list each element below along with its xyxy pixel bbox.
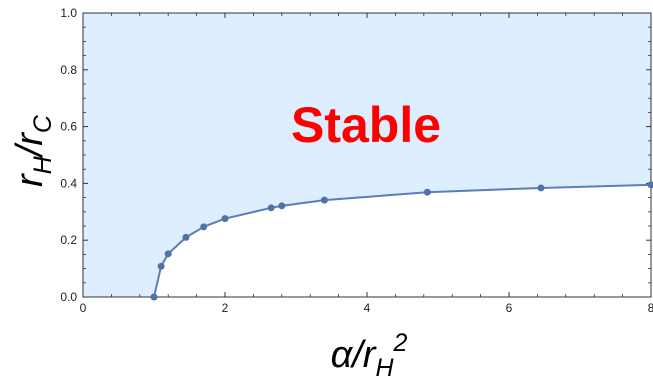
x-tick-label: 2 bbox=[222, 301, 229, 315]
y-tick-label: 0.4 bbox=[60, 176, 77, 190]
y-axis-label: rH/rC bbox=[9, 114, 57, 187]
y-tick-label: 0.0 bbox=[60, 290, 77, 304]
data-point bbox=[424, 189, 431, 196]
data-point bbox=[158, 263, 165, 270]
data-point bbox=[182, 234, 189, 241]
stable-annotation: Stable bbox=[291, 97, 441, 153]
data-point bbox=[165, 250, 172, 257]
data-point bbox=[278, 202, 285, 209]
x-tick-label: 8 bbox=[648, 301, 653, 315]
data-point bbox=[151, 294, 158, 301]
data-point bbox=[321, 197, 328, 204]
y-tick-label: 1.0 bbox=[60, 6, 77, 20]
data-point bbox=[268, 204, 275, 211]
x-tick-label: 4 bbox=[364, 301, 371, 315]
x-tick-label: 6 bbox=[506, 301, 513, 315]
data-point bbox=[200, 223, 207, 230]
data-point bbox=[537, 184, 544, 191]
y-tick-label: 0.8 bbox=[60, 63, 77, 77]
y-tick-label: 0.2 bbox=[60, 233, 77, 247]
y-tick-label: 0.6 bbox=[60, 120, 77, 134]
data-point bbox=[222, 215, 229, 222]
x-axis-label: α/rH2 bbox=[331, 329, 408, 381]
x-tick-label: 0 bbox=[80, 301, 87, 315]
